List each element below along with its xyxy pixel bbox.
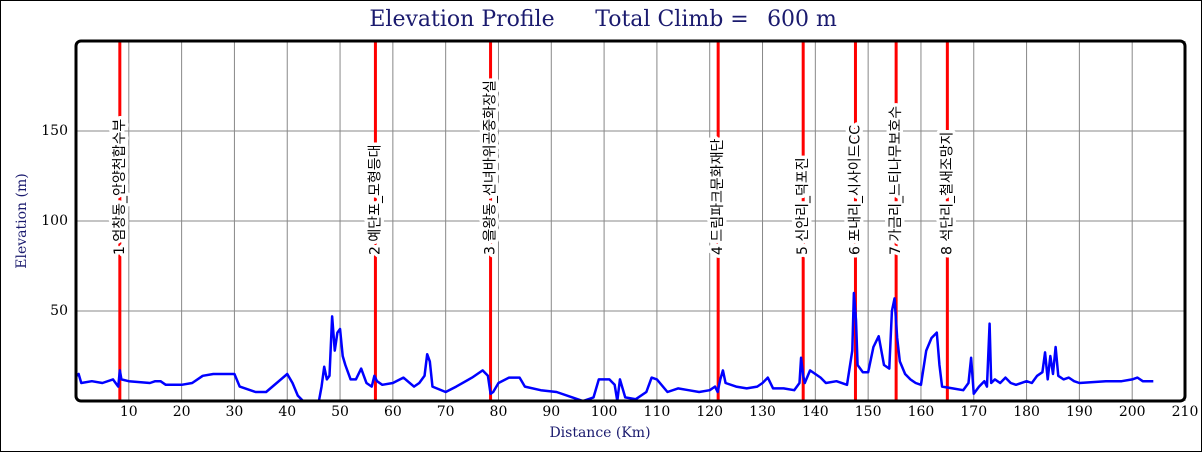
y-tick-label: 100 [41,213,68,229]
x-tick-label: 170 [960,404,987,420]
x-tick-label: 150 [855,404,882,420]
waypoint-label: 5 신안리_덕포진 [795,157,811,255]
plot-content [76,41,1154,401]
x-tick-label: 120 [696,404,723,420]
x-tick-label: 100 [591,404,618,420]
y-tick-label: 150 [41,123,68,139]
chart-title: Elevation Profile [369,7,554,32]
waypoint-label: 4 드림파크문화재단 [710,138,726,255]
x-tick-label: 90 [542,404,560,420]
x-tick-label: 200 [1119,404,1146,420]
waypoint-label: 1 엄창동_안양천합수부 [112,119,128,255]
x-axis-label: Distance (Km) [549,425,650,441]
x-tick-label: 40 [278,404,296,420]
x-tick-label: 140 [802,404,829,420]
x-tick-label: 110 [644,404,671,420]
y-axis-label: Elevation (m) [14,173,30,268]
waypoint-label: 3 을왕동_선녀바위공중화장실 [483,80,499,255]
elevation-line [76,291,1154,401]
total-climb-label: Total Climb = [595,7,748,32]
x-tick-label: 190 [1066,404,1093,420]
plot-border [74,39,1187,403]
waypoint-label: 7 가금리_느티나무보호수 [888,106,904,255]
x-tick-label: 30 [226,404,244,420]
x-tick-label: 160 [908,404,935,420]
waypoint-label: 6 포내리_시사이드CC [847,125,863,255]
y-tick-label: 50 [50,303,68,319]
x-tick-label: 130 [749,404,776,420]
x-tick-label: 180 [1013,404,1040,420]
x-tick-label: 10 [120,404,138,420]
waypoint-label: 8 석단리_철새조망지 [939,132,955,255]
x-tick-label: 60 [384,404,402,420]
x-tick-label: 20 [173,404,191,420]
x-tick-label: 50 [331,404,349,420]
x-tick-label: 80 [490,404,508,420]
x-tick-label: 210 [1172,404,1199,420]
total-climb: 600 m [767,7,837,32]
x-tick-label: 70 [437,404,455,420]
waypoint-label: 2 예단포_모형등대 [367,144,383,255]
